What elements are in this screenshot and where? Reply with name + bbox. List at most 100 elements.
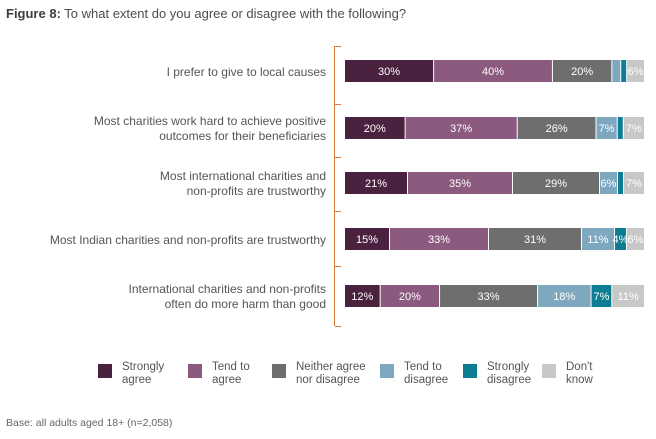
bar-tend-to-disagree (596, 117, 617, 139)
bar-tend-to-agree (390, 228, 488, 250)
bar-dont-know (627, 60, 644, 82)
category-label: I prefer to give to local causes (6, 65, 326, 80)
legend-label-line: disagree (404, 374, 449, 386)
legend-label-dont-know: Don't know (566, 361, 593, 387)
data-label: 33% (478, 291, 500, 303)
bar-tend-to-disagree (582, 228, 614, 250)
data-label: 7% (593, 291, 609, 303)
bar-neither (513, 172, 599, 194)
legend-swatch-tend-to-disagree (380, 364, 394, 378)
bar-tend-to-agree (405, 117, 517, 139)
bar-neither (489, 228, 581, 250)
category-label-line: often do more harm than good (164, 297, 326, 311)
bracket-tick (335, 104, 341, 105)
bar-neither (552, 60, 612, 82)
data-label: 7% (626, 178, 642, 190)
data-label: 7% (626, 123, 642, 135)
base-note: Base: all adults aged 18+ (n=2,058) (6, 417, 173, 429)
category-label-line: non-profits are trustworthy (186, 184, 326, 198)
bar-strongly-disagree (591, 285, 612, 307)
legend-label-neither: Neither agree nor disagree (296, 361, 366, 387)
data-label: 20% (364, 123, 386, 135)
legend-label-line: Neither agree (296, 361, 366, 373)
bracket-tick-top (335, 46, 341, 47)
data-label: 29% (545, 178, 567, 190)
legend-swatch-dont-know (542, 364, 556, 378)
bar-strongly-disagree (621, 60, 627, 82)
data-label: 12% (351, 291, 373, 303)
figure-question: To what extent do you agree or disagree … (60, 6, 407, 21)
legend-label-strongly-agree: Strongly agree (122, 361, 164, 387)
bracket-tick (335, 211, 341, 212)
legend-label-line: know (566, 374, 593, 386)
bracket-tick-bottom (335, 326, 341, 327)
data-label: 7% (599, 123, 615, 135)
bar-strongly-disagree (618, 172, 623, 194)
legend-swatch-tend-to-agree (188, 364, 202, 378)
legend-swatch-strongly-agree (98, 364, 112, 378)
legend-label-strongly-disagree: Strongly disagree (487, 361, 531, 387)
data-label: 31% (524, 234, 546, 246)
category-label: Most international charities and non-prof… (6, 169, 326, 199)
legend-label-line: Tend to (404, 361, 442, 373)
bar-tend-to-disagree (612, 60, 621, 82)
data-label: 20% (571, 66, 593, 78)
legend-label-tend-to-agree: Tend to agree (212, 361, 250, 387)
legend-label-line: disagree (487, 374, 532, 386)
data-label: 30% (378, 66, 400, 78)
category-label-line: Most international charities and (159, 169, 326, 183)
data-label: 6% (601, 178, 617, 190)
figure-title: Figure 8: To what extent do you agree or… (6, 6, 406, 21)
category-label-line: I prefer to give to local causes (166, 64, 326, 79)
bar-dont-know (623, 117, 644, 139)
category-label: International charities and non-profits o… (6, 282, 326, 312)
bar-tend-to-agree (408, 172, 512, 194)
legend-label-line: agree (122, 374, 152, 386)
data-label: 26% (546, 123, 568, 135)
category-label: Most Indian charities and non-profits ar… (6, 233, 326, 248)
data-label: 6% (628, 234, 644, 246)
bar-neither (517, 117, 596, 139)
axis-bracket (334, 46, 341, 326)
legend-label-line: Strongly (487, 361, 530, 373)
data-label: 6% (628, 66, 644, 78)
stacked-bar-chart: 30% 40% 20% 6% 20% 37% 26% 7% 7% 21% 35% 29% 6% 7% 15%… (345, 60, 644, 307)
bar-tend-to-disagree (600, 172, 617, 194)
category-label-line: Most charities work hard to achieve posi… (93, 114, 326, 128)
data-label: 21% (365, 178, 387, 190)
legend-label-line: nor disagree (296, 374, 360, 386)
data-label: 11% (587, 234, 608, 246)
bar-strongly-disagree (615, 228, 626, 250)
category-label-line: outcomes for their beneficiaries (159, 129, 326, 143)
bar-strongly-agree (345, 117, 405, 139)
bracket-tick (335, 266, 341, 267)
category-label-line: International charities and non-profits (128, 282, 326, 296)
bar-strongly-agree (345, 172, 407, 194)
category-label-line: Most Indian charities and non-profits ar… (49, 232, 326, 247)
data-label: 18% (553, 291, 575, 303)
bar-strongly-disagree (617, 117, 623, 139)
bar-strongly-agree (345, 60, 434, 82)
bar-dont-know (627, 228, 644, 250)
legend-label-tend-to-disagree: Tend to disagree (404, 361, 448, 387)
bar-neither (440, 285, 538, 307)
bar-strongly-agree (345, 285, 380, 307)
figure-number: Figure 8: (6, 6, 61, 21)
legend-label-line: Don't (566, 361, 593, 373)
legend-swatch-neither (272, 364, 286, 378)
data-label: 40% (482, 66, 504, 78)
data-label: 20% (399, 291, 421, 303)
data-label: 11% (618, 291, 639, 303)
bar-strongly-agree (345, 228, 389, 250)
bar-dont-know (624, 172, 644, 194)
legend-label-line: Strongly (122, 361, 165, 373)
bar-tend-to-agree (434, 60, 552, 82)
bar-tend-to-agree (380, 285, 440, 307)
data-label: 15% (356, 234, 378, 246)
bar-tend-to-disagree (538, 285, 591, 307)
data-label: 4% (613, 234, 629, 246)
legend-label-line: agree (212, 374, 242, 386)
category-label: Most charities work hard to achieve posi… (6, 114, 326, 144)
data-label: 33% (428, 234, 450, 246)
legend-swatch-strongly-disagree (463, 364, 477, 378)
